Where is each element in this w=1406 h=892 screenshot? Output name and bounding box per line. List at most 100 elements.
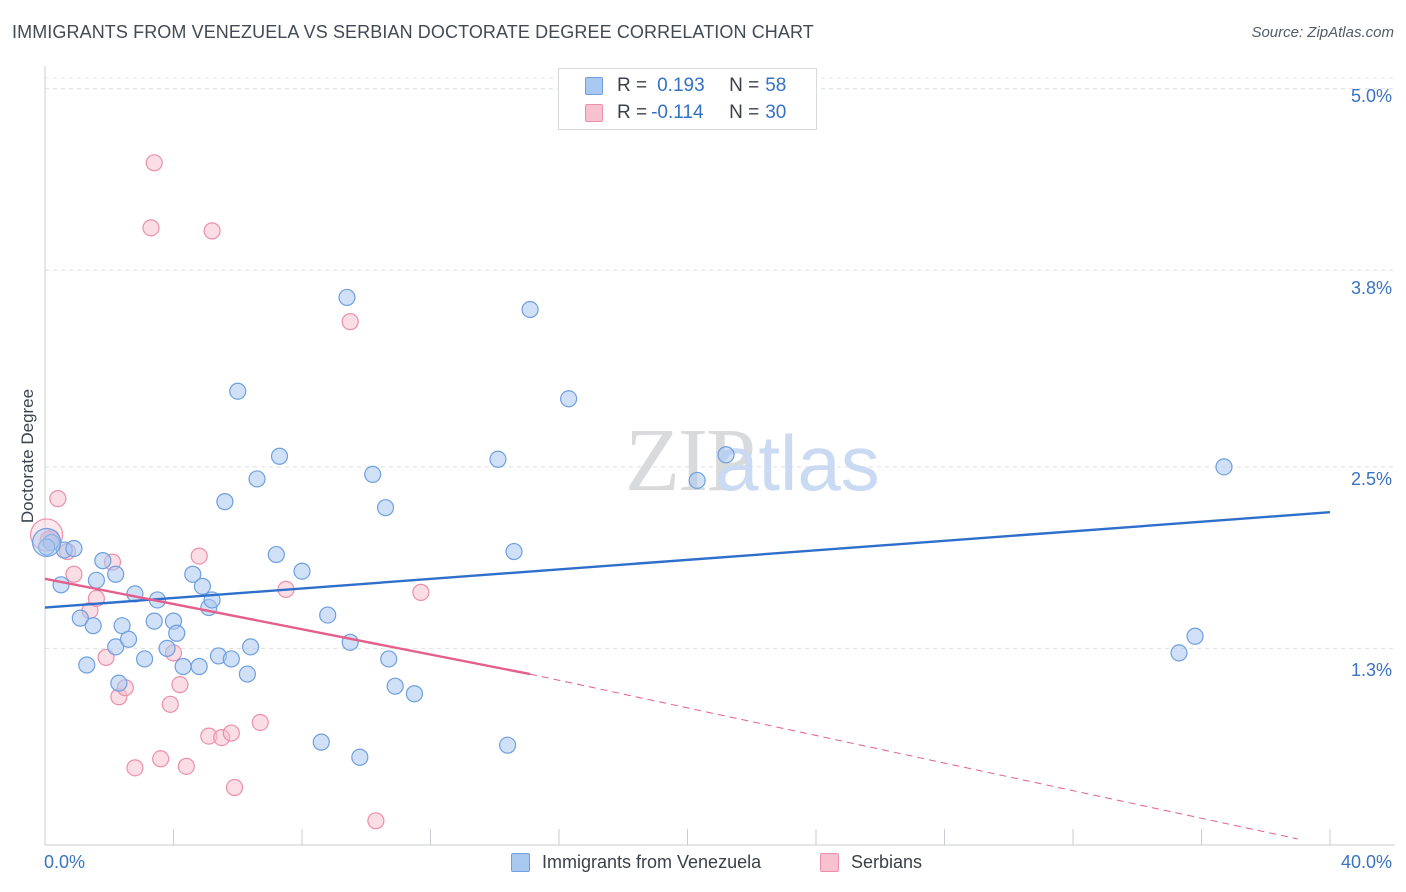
x-tick-label-min: 0.0% [44,852,86,872]
data-point [145,154,163,172]
data-point [380,650,398,668]
data-point [505,542,523,561]
y-tick-label-5-0: 5.0% [1350,86,1392,106]
legend-row-venezuela: R = 0.193 N = 58 [585,73,786,99]
chart-source: Source: ZipAtlas.com [1251,24,1394,41]
data-point [87,571,106,589]
data-point [222,724,240,742]
legend-n-value-serbians: 30 [765,102,787,123]
data-point [386,677,404,695]
legend-n-label: N = [729,75,760,96]
data-point [49,490,67,508]
data-point [367,812,385,830]
data-point [242,638,260,656]
data-point [225,778,244,797]
data-point [38,538,56,556]
data-point [84,617,102,635]
data-point [142,219,160,237]
y-axis-label: Doctorate Degree [18,388,37,524]
y-tick-label-3-8: 3.8% [1350,278,1392,298]
legend-item-serbians[interactable]: Serbians [820,852,922,873]
data-point [190,657,208,676]
legend-swatch-serbians [820,853,839,872]
serbians-points [30,154,430,830]
data-point [238,665,256,683]
data-point [110,674,128,692]
legend-r-value-serbians: -0.114 [651,102,704,123]
trend-lines [44,511,1331,840]
data-point [521,300,539,319]
legend-n-label: N = [729,102,760,123]
data-point [174,657,192,676]
data-point-large [32,527,62,558]
legend-r-label: R = [617,75,648,96]
data-point [405,685,424,703]
data-point [251,713,269,732]
data-point [184,565,202,583]
venezuela-points [32,288,1233,766]
data-point [107,565,125,583]
data-point [222,650,240,668]
data-point [216,493,234,511]
data-point [145,612,163,630]
data-point [1170,644,1188,662]
data-point [107,638,125,656]
legend-row-serbians: R = -0.114 N = 30 [585,100,786,126]
data-point [177,757,195,775]
data-point [376,499,395,517]
correlation-legend: R = 0.193 N = 58 R = -0.114 N = 30 [558,68,817,130]
data-point [193,577,212,595]
y-tick-label-1-3: 1.3% [1350,660,1392,680]
data-point [135,650,154,668]
data-point [351,748,369,766]
data-point [71,609,89,627]
data-point [65,565,83,583]
trend-line-venezuela [44,511,1331,609]
watermark-atlas: atlas [715,419,880,507]
data-point [489,450,507,468]
data-point [319,606,337,624]
data-point [203,222,221,240]
legend-r-label: R = [617,102,648,123]
data-point [1215,458,1233,476]
legend-item-venezuela[interactable]: Immigrants from Venezuela [511,852,761,873]
data-point [560,390,578,408]
data-point [338,288,356,307]
grid-lines [45,77,1395,649]
legend-label-venezuela: Immigrants from Venezuela [542,852,762,872]
data-point [248,470,266,488]
data-point [341,313,359,331]
axes [44,66,1395,846]
data-point [94,552,112,570]
data-point [65,539,83,558]
data-point [126,759,144,777]
trend-line-serbians-extrapolated [529,673,1298,840]
data-point [312,733,330,751]
trend-line-serbians [44,577,531,676]
data-point [229,382,247,400]
data-point [364,465,382,484]
data-point [1186,627,1204,645]
data-point [267,545,285,564]
watermark-zip: ZIP [625,411,754,510]
data-point [293,562,311,580]
x-tick-label-max: 40.0% [1340,852,1392,872]
legend-swatch-venezuela [511,853,530,872]
data-point [158,639,176,657]
data-point [190,547,208,565]
legend-swatch-venezuela [585,77,603,95]
data-point [97,648,115,667]
legend-label-serbians: Serbians [851,852,923,872]
data-point [499,736,517,754]
chart-title: IMMIGRANTS FROM VENEZUELA VS SERBIAN DOC… [12,22,814,42]
data-point [119,630,138,648]
legend-swatch-serbians [585,104,603,122]
data-point [688,471,706,490]
data-point [412,583,430,601]
data-point [161,695,179,713]
y-tick-label-2-5: 2.5% [1350,469,1392,489]
data-point [52,576,70,594]
legend-n-value-venezuela: 58 [765,75,787,96]
data-point [168,624,186,642]
